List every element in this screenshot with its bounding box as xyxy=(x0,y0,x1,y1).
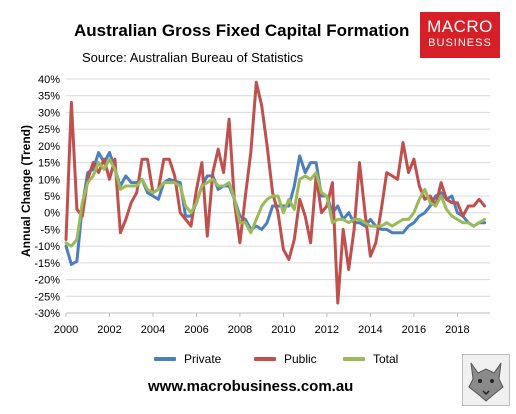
x-tick-label: 2010 xyxy=(271,324,295,336)
y-tick-label: 25% xyxy=(38,124,60,136)
series-line-public xyxy=(64,80,487,305)
x-tick-label: 2018 xyxy=(445,324,469,336)
x-tick-label: 2004 xyxy=(141,324,165,336)
logo-line-1: MACRO xyxy=(427,17,493,36)
legend-item-total: Total xyxy=(343,352,398,366)
y-tick-label: -10% xyxy=(34,241,60,253)
x-tick-label: 2016 xyxy=(402,324,426,336)
legend-label-public: Public xyxy=(284,352,317,366)
footer-url: www.macrobusiness.com.au xyxy=(148,378,354,395)
y-tick-label: -5% xyxy=(40,224,60,236)
legend-swatch-public xyxy=(254,357,276,361)
legend-swatch-private xyxy=(154,357,176,361)
y-tick-label: 40% xyxy=(38,74,60,86)
legend-item-public: Public xyxy=(254,352,317,366)
x-tick-label: 2002 xyxy=(97,324,121,336)
wolf-logo-icon xyxy=(462,354,510,406)
x-tick-label: 2012 xyxy=(315,324,339,336)
x-tick-label: 2014 xyxy=(358,324,382,336)
chart-title: Australian Gross Fixed Capital Formation xyxy=(74,21,410,40)
x-tick-label: 2006 xyxy=(184,324,208,336)
y-tick-label: -30% xyxy=(34,308,60,320)
legend-item-private: Private xyxy=(154,352,221,366)
logo-line-2: BUSINESS xyxy=(428,37,492,49)
y-tick-label: 5% xyxy=(44,191,60,203)
y-axis-ticks: 40% 35% 30% 25% 20% 15% 10% 5% 0% -5% -10% -15% -20%… xyxy=(34,74,60,320)
y-tick-label: -20% xyxy=(34,275,60,287)
legend-label-private: Private xyxy=(184,352,222,366)
series-line-total xyxy=(64,157,487,248)
y-tick-label: 0% xyxy=(44,208,60,220)
y-tick-label: -15% xyxy=(34,258,60,270)
x-tick-label: 2000 xyxy=(54,324,78,336)
series-lines xyxy=(64,80,487,305)
gridlines xyxy=(66,78,490,314)
y-tick-label: -25% xyxy=(34,291,60,303)
y-tick-label: 15% xyxy=(38,158,60,170)
legend-label-total: Total xyxy=(373,352,399,366)
y-tick-label: 10% xyxy=(38,174,60,186)
y-tick-label: 20% xyxy=(38,141,60,153)
y-axis-title: Annual Change (Trend) xyxy=(19,125,33,257)
x-tick-label: 2008 xyxy=(228,324,252,336)
chart-source: Source: Australian Bureau of Statistics xyxy=(82,50,304,65)
y-tick-label: 30% xyxy=(38,107,60,119)
macrobusiness-logo: MACRO BUSINESS xyxy=(420,12,500,58)
y-tick-label: 35% xyxy=(38,91,60,103)
x-axis-ticks: 2000 2002 2004 2006 2008 2010 2012 2014 2016 2018 xyxy=(54,313,470,336)
legend-swatch-total xyxy=(343,357,365,361)
